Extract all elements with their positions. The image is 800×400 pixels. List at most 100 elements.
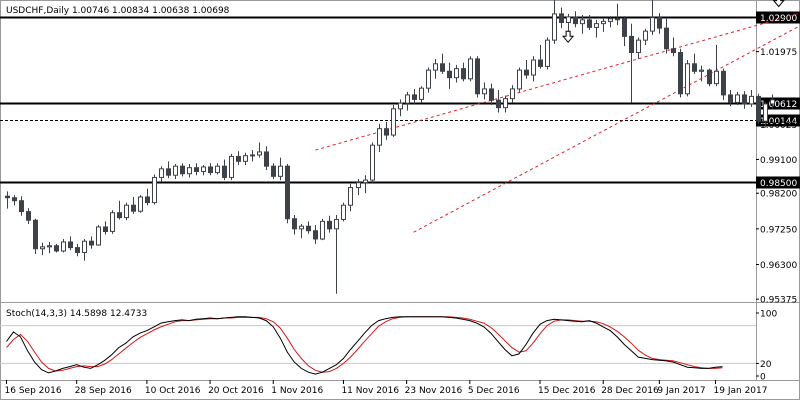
candle-body (334, 218, 339, 230)
candle (257, 142, 262, 158)
candle-body (299, 225, 304, 230)
candle (419, 86, 424, 103)
candle-body (159, 168, 164, 178)
candle-body (685, 63, 690, 95)
candle (145, 188, 150, 206)
candle (650, 0, 655, 35)
candle (306, 221, 311, 234)
candle-body (285, 165, 290, 220)
candle-body (89, 240, 94, 246)
candle (334, 214, 339, 294)
candle-body (96, 226, 101, 246)
candle-body (763, 103, 768, 122)
time-tick-label: 11 Nov 2016 (341, 386, 399, 396)
time-tick-label: 9 Jan 2017 (657, 386, 705, 396)
candle-body (580, 19, 585, 25)
candle-body (419, 87, 424, 100)
candle-body (363, 179, 368, 184)
time-tick-label: 20 Oct 2016 (208, 386, 264, 396)
candle (482, 82, 487, 100)
candle-body (33, 219, 38, 250)
candle-body (728, 94, 733, 103)
candle (313, 225, 318, 244)
candle (68, 236, 73, 251)
candle-body (166, 168, 171, 176)
candle-body (82, 240, 87, 253)
channel-line-lower (413, 25, 800, 233)
candle-body (496, 99, 501, 109)
stoch-tick-label: 100 (760, 310, 777, 320)
candle (12, 195, 17, 206)
candle (517, 67, 522, 92)
candle-body (756, 95, 761, 122)
candle-body (278, 165, 283, 177)
time-tick-label: 23 Nov 2016 (405, 386, 463, 396)
candle (692, 53, 697, 74)
candle (271, 163, 276, 179)
candle-body (194, 167, 199, 172)
candle-body (692, 63, 697, 72)
candle (363, 175, 368, 194)
time-tick-label: 28 Dec 2016 (601, 386, 659, 396)
candle-body (75, 247, 80, 253)
candle-body (714, 70, 719, 85)
candle-body (608, 18, 613, 22)
candle (622, 16, 627, 47)
candle-body (587, 19, 592, 28)
candle-body (440, 63, 445, 72)
candle (40, 242, 45, 256)
candle (159, 166, 164, 182)
candle (75, 243, 80, 257)
candle (82, 238, 87, 261)
level-tag (756, 11, 800, 24)
candle-body (12, 197, 17, 202)
level-label: 1.00144 (760, 117, 797, 127)
candle-body (327, 220, 332, 230)
candle-body (699, 69, 704, 72)
candle (250, 150, 255, 162)
candle (201, 165, 206, 176)
candle (173, 163, 178, 179)
candle-body (26, 211, 31, 221)
candle (566, 13, 571, 33)
price-tick-label: 0.99100 (760, 156, 797, 166)
candle-body (384, 128, 389, 136)
candle-body (503, 98, 508, 109)
candle-body (524, 69, 529, 76)
candle-body (47, 245, 52, 248)
candle (320, 218, 325, 241)
channel-line-upper (315, 12, 800, 151)
candle (433, 58, 438, 79)
candle (356, 178, 361, 196)
candle (47, 241, 52, 254)
price-tick-label: 0.97250 (760, 225, 797, 235)
candle-body (566, 16, 571, 24)
candle (671, 37, 676, 57)
candle (19, 196, 24, 216)
candle-body (749, 95, 754, 105)
stoch-header: Stoch(14,3,3) 14.5898 12.4733 (6, 309, 147, 319)
candle (728, 90, 733, 107)
candle-body (664, 27, 669, 50)
candle (215, 163, 220, 175)
price-tick-label: 0.95375 (760, 296, 797, 306)
candle-body (306, 225, 311, 232)
candle-body (208, 166, 213, 174)
time-tick-label: 15 Dec 2016 (538, 386, 596, 396)
candle-body (117, 212, 122, 219)
candle (714, 45, 719, 87)
candle-body (145, 196, 150, 204)
candle-body (461, 68, 466, 80)
candle-body (40, 246, 45, 250)
candle-body (313, 230, 318, 240)
candle (685, 60, 690, 97)
candle-body (650, 17, 655, 32)
time-tick-label: 5 Dec 2016 (468, 386, 520, 396)
candle (756, 93, 761, 124)
candle-body (54, 245, 59, 252)
candle (587, 15, 592, 31)
candle (643, 28, 648, 46)
candle (370, 142, 375, 183)
